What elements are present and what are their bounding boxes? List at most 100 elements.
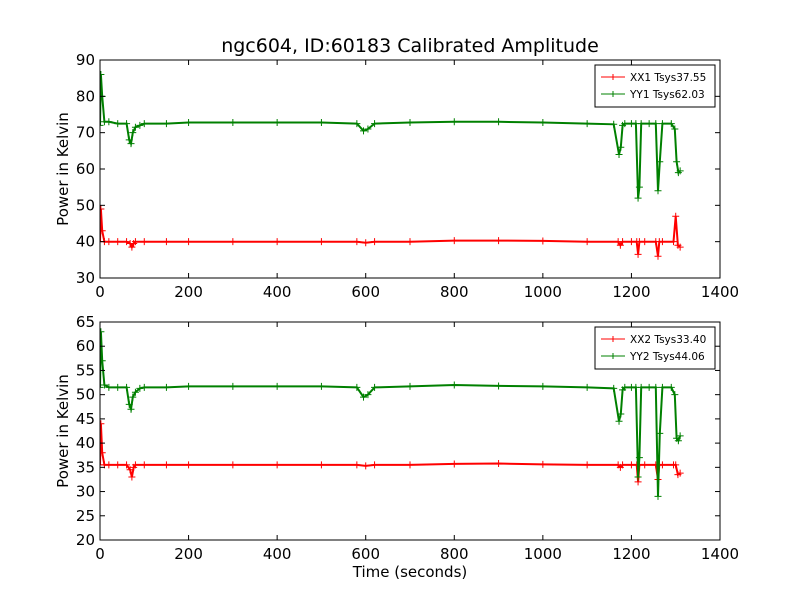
series-2 (100, 71, 684, 202)
x-tick-label: 200 (174, 283, 203, 301)
y-tick-label: 60 (76, 160, 95, 178)
y-tick-label: 60 (76, 337, 95, 355)
x-tick-label: 400 (263, 545, 292, 563)
data-point (162, 461, 170, 469)
data-point (100, 227, 106, 235)
data-point (185, 118, 193, 126)
data-point (495, 382, 503, 390)
legend-label: YY1 Tsys62.03 (629, 89, 705, 101)
x-axis-label: Time (seconds) (352, 563, 468, 581)
data-point (371, 238, 379, 246)
data-point (406, 118, 414, 126)
legend-marker (610, 91, 616, 97)
x-tick-label: 800 (440, 283, 469, 301)
x-tick-label: 1000 (524, 545, 562, 563)
data-point (617, 143, 625, 151)
data-point (371, 461, 379, 469)
data-point (100, 121, 104, 129)
x-tick-label: 1000 (524, 283, 562, 301)
data-point (126, 466, 134, 474)
series-1 (100, 205, 684, 260)
data-point (539, 237, 547, 245)
data-point (450, 118, 458, 126)
data-point (621, 120, 629, 128)
data-point (105, 461, 113, 469)
data-point (140, 120, 148, 128)
y-tick-label: 30 (76, 483, 95, 501)
data-point (658, 120, 666, 128)
y-tick-label: 45 (76, 410, 95, 428)
data-point (495, 459, 503, 467)
chart-title: ngc604, ID:60183 Calibrated Amplitude (221, 35, 599, 57)
data-point (185, 238, 193, 246)
y-tick-label: 65 (76, 313, 95, 331)
data-point (676, 469, 684, 477)
y-tick-label: 70 (76, 124, 95, 142)
data-point (129, 393, 137, 401)
data-point (495, 237, 503, 245)
data-point (123, 383, 131, 391)
data-point (676, 432, 684, 440)
data-point (123, 461, 131, 469)
data-point (658, 461, 666, 469)
data-point (131, 123, 139, 131)
data-point (364, 391, 372, 399)
data-point (672, 212, 680, 220)
legend-marker (610, 353, 616, 359)
data-point (100, 205, 105, 213)
data-point (273, 238, 281, 246)
data-point (406, 238, 414, 246)
data-point (583, 238, 591, 246)
data-point (654, 492, 662, 500)
data-point (353, 461, 361, 469)
data-point (128, 243, 136, 251)
data-point (645, 383, 653, 391)
data-point (127, 405, 135, 413)
y-tick-label: 40 (76, 434, 95, 452)
data-point (583, 120, 591, 128)
data-point (105, 118, 113, 126)
data-point (317, 461, 325, 469)
y-tick-label: 50 (76, 196, 95, 214)
data-point (273, 118, 281, 126)
data-point (130, 239, 138, 247)
data-point (105, 383, 113, 391)
data-point (637, 120, 645, 128)
data-point (673, 158, 681, 166)
legend-box (594, 326, 716, 370)
legend-marker (610, 74, 616, 80)
data-point (654, 252, 662, 260)
data-point (229, 238, 237, 246)
data-point (362, 239, 370, 247)
data-point (229, 382, 237, 390)
data-point (162, 238, 170, 246)
axes-frame (99, 321, 721, 541)
data-point (114, 383, 122, 391)
data-point (100, 383, 104, 391)
data-point (674, 169, 682, 177)
x-tick-label: 800 (440, 545, 469, 563)
data-point (634, 194, 642, 202)
data-point (360, 127, 367, 135)
data-point (123, 238, 131, 246)
data-point (676, 167, 684, 175)
data-point (100, 357, 106, 365)
data-point (645, 120, 653, 128)
y-tick-label: 90 (76, 51, 95, 69)
data-point (125, 400, 133, 408)
data-point (539, 382, 547, 390)
data-point (128, 473, 136, 481)
data-point (674, 437, 682, 445)
data-point (100, 328, 105, 336)
data-point (105, 238, 113, 246)
legend-marker (610, 336, 616, 342)
data-point (114, 461, 122, 469)
data-point (617, 410, 625, 418)
data-point (658, 238, 666, 246)
data-point (539, 118, 547, 126)
data-point (635, 183, 643, 191)
data-point (635, 454, 643, 462)
data-point (450, 237, 458, 245)
data-point (100, 420, 105, 428)
data-point (634, 473, 642, 481)
